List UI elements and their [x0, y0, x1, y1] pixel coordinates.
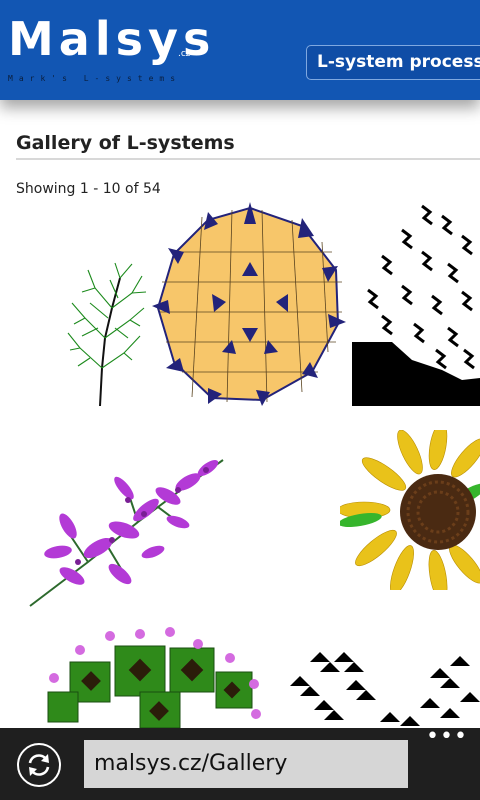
address-bar[interactable]: malsys.cz/Gallery — [84, 740, 408, 788]
pagination-summary: Showing 1 - 10 of 54 — [16, 181, 161, 197]
showing-prefix: Showing — [16, 181, 76, 197]
refresh-button[interactable] — [17, 743, 61, 787]
site-logo[interactable]: Malsys — [8, 12, 216, 66]
blooming-tree-thumbnail[interactable] — [40, 622, 264, 728]
showing-of: of — [125, 181, 139, 197]
browser-app-bar: malsys.cz/Gallery ••• — [0, 724, 480, 800]
showing-total: 54 — [142, 181, 161, 197]
page-title: Gallery of L-systems — [16, 132, 235, 154]
triangle-pattern-thumbnail[interactable] — [290, 646, 480, 728]
sunflower-thumbnail[interactable] — [340, 430, 480, 590]
refresh-icon — [28, 754, 50, 776]
title-divider — [16, 158, 480, 160]
site-logo-tld: .cz — [178, 49, 191, 59]
gosper-curve-thumbnail[interactable] — [352, 200, 480, 406]
penrose-tiling-thumbnail[interactable] — [152, 202, 348, 406]
lavender-thumbnail[interactable] — [28, 452, 228, 610]
lsystem-processor-button[interactable]: L-system processor — [306, 45, 480, 80]
site-logo-subtitle: Mark's L-systems — [8, 74, 182, 83]
more-dots-icon[interactable]: ••• — [426, 724, 468, 749]
site-header: Malsys .cz Mark's L-systems L-system pro… — [0, 0, 480, 100]
tree-thumbnail[interactable] — [60, 258, 150, 408]
showing-range: 1 - 10 — [79, 181, 121, 197]
